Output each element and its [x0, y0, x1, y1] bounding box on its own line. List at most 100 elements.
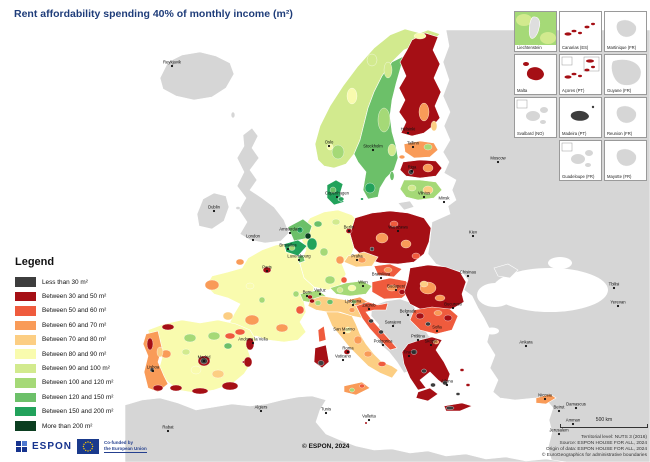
city-label: Valletta	[362, 414, 376, 419]
patch	[369, 246, 375, 252]
city-dot	[361, 284, 365, 288]
city-label: Stockholm	[363, 144, 383, 149]
city-dot	[435, 329, 439, 333]
patch	[353, 335, 363, 345]
region-isle-of-man	[235, 206, 241, 210]
patch	[455, 392, 461, 396]
patch	[258, 296, 266, 304]
city-label: Praha	[351, 254, 363, 259]
city-label: Sofia	[432, 325, 442, 330]
patch	[389, 220, 399, 228]
patch	[295, 305, 305, 315]
city-marker: Dublin	[208, 205, 221, 213]
city-label: Tbilisi	[609, 282, 620, 287]
legend-item: Between 70 and 80 m²	[15, 333, 145, 347]
city-marker: Vilnius	[418, 191, 430, 199]
city-label: Belgrade	[400, 309, 417, 314]
city-marker: Bern	[303, 290, 312, 298]
city-label: Vaduz	[314, 288, 326, 293]
city-marker: Nicosia	[538, 393, 553, 401]
espon-logo-text: ESPON	[32, 441, 73, 452]
city-dot	[305, 294, 309, 298]
city-label: London	[246, 234, 261, 239]
city-label: Nicosia	[538, 393, 552, 398]
region-zealand	[337, 196, 345, 202]
region-sicily	[343, 381, 371, 396]
patch	[411, 252, 421, 260]
patch	[335, 255, 345, 265]
patch	[314, 300, 322, 306]
city-dot	[318, 292, 322, 296]
city-dot	[429, 343, 433, 347]
legend-swatch	[15, 291, 36, 302]
patch	[378, 329, 384, 335]
legend-item: Between 50 and 60 m²	[15, 304, 145, 318]
legend-label: Between 60 and 70 m²	[42, 321, 107, 329]
city-dot	[574, 406, 578, 410]
inset-label: Reunion (FR)	[607, 131, 633, 136]
city-marker: Stockholm	[363, 144, 383, 152]
legend-item: Between 150 and 200 m²	[15, 405, 145, 419]
city-label: Damascus	[566, 402, 586, 407]
city-dot	[286, 247, 290, 251]
patch	[223, 342, 233, 350]
city-dot	[557, 409, 561, 413]
patch	[366, 53, 378, 67]
city-marker: Paris	[262, 265, 272, 273]
inset-reunion-fr: Reunion (FR)	[604, 97, 647, 138]
patch	[244, 314, 260, 326]
legend-label: Between 80 and 90 m²	[42, 350, 107, 358]
inset-map-graphic	[561, 56, 600, 79]
region-sweden	[353, 55, 405, 200]
city-dot	[416, 338, 420, 342]
city-label: Wien	[358, 280, 368, 285]
region-france	[205, 243, 315, 343]
legend-swatch	[15, 421, 36, 431]
legend-swatch	[15, 306, 36, 316]
inset-liechtenstein: Liechtenstein	[514, 11, 557, 52]
city-dot	[557, 432, 561, 436]
city-label: Lisboa	[147, 365, 160, 370]
patch	[349, 387, 355, 393]
patch	[407, 184, 417, 192]
patch	[296, 226, 304, 234]
city-dot	[342, 331, 346, 335]
city-label: Copenhagen	[325, 191, 350, 196]
legend-label: Between 30 and 50 m²	[42, 293, 107, 301]
city-dot	[335, 195, 339, 199]
city-marker: Amsterdam	[279, 227, 301, 235]
legend-label: Between 120 and 150 m²	[42, 393, 114, 401]
attribution-line: Territorial level: NUTS 3 (2016)	[581, 435, 647, 440]
city-marker: Oslo	[325, 140, 334, 148]
city-label: Algiers	[255, 405, 268, 410]
scale-bar: 500 km	[560, 417, 648, 428]
city-dot	[471, 234, 475, 238]
city-label: Andorra la Vella	[238, 337, 268, 342]
region-italy-north	[307, 295, 363, 319]
inset-canarias-es: Canarias (ES)	[559, 11, 602, 52]
city-marker: Kiev	[469, 230, 478, 238]
inset-maps: Liechtenstein Canarias (ES) Martinique (FR…	[514, 11, 647, 181]
patch	[348, 307, 356, 313]
city-marker: Ljubljana	[345, 299, 362, 307]
patch	[465, 383, 471, 387]
patch	[207, 331, 221, 341]
city-marker: Amman	[566, 418, 581, 426]
city-marker: Chisinau	[460, 270, 477, 278]
patch	[347, 284, 357, 292]
city-dot	[251, 341, 255, 345]
city-dot	[394, 288, 398, 292]
patch	[377, 361, 387, 367]
legend-swatch	[15, 277, 36, 287]
city-dot	[341, 358, 345, 362]
region-faroe	[230, 111, 236, 119]
patch	[368, 318, 374, 324]
patch	[445, 406, 455, 410]
patch	[430, 382, 436, 388]
legend-label: Between 100 and 120 m²	[42, 379, 114, 387]
patch	[181, 348, 191, 356]
city-marker: Beirut	[554, 405, 565, 413]
city-dot	[391, 324, 395, 328]
city-marker: Moscow	[490, 156, 507, 164]
